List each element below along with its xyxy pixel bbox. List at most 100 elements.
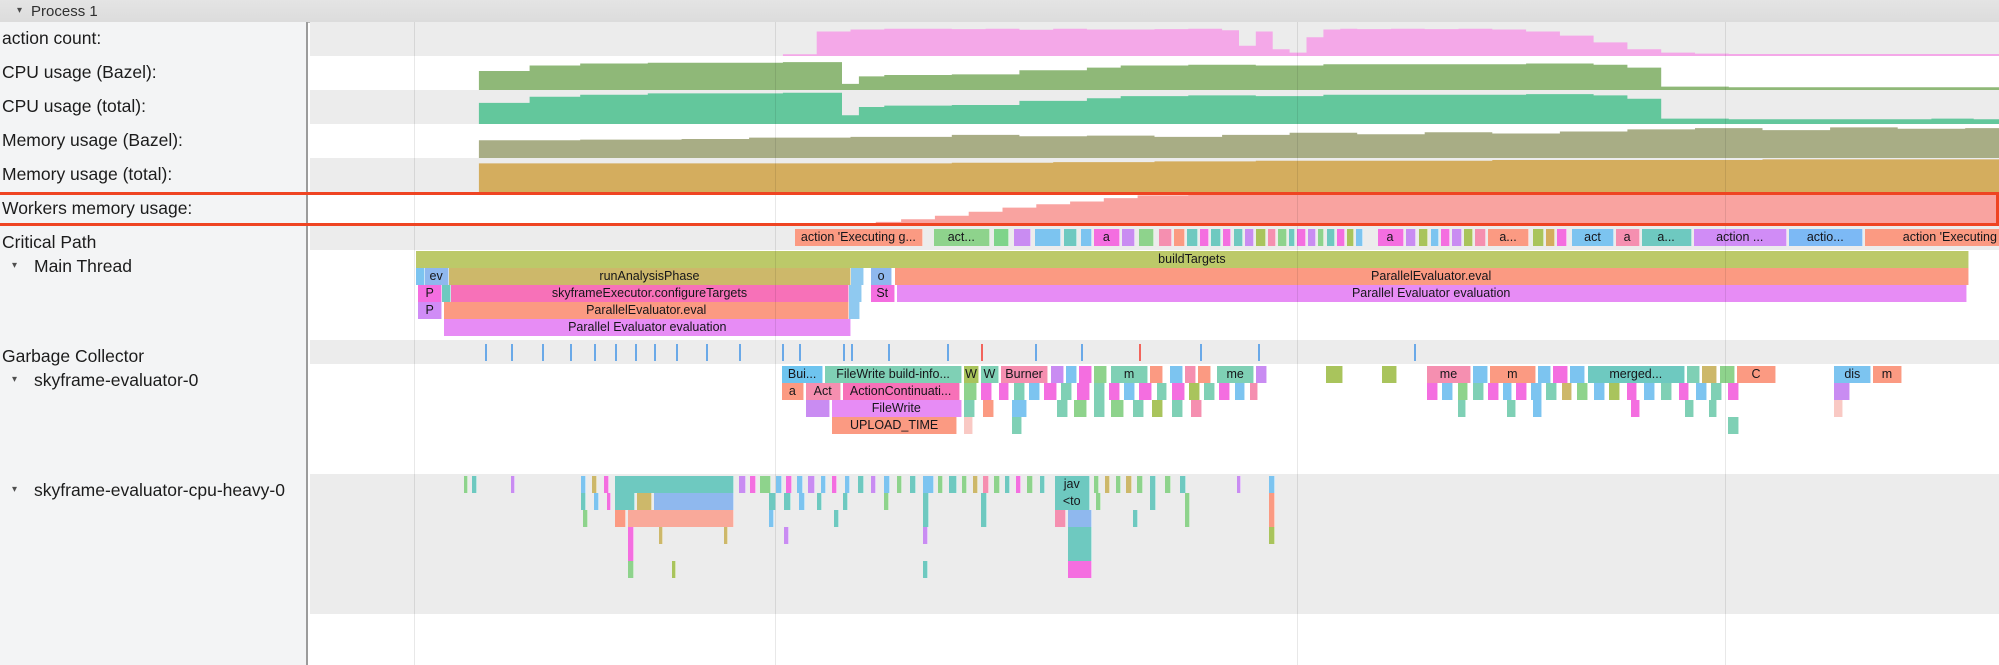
slice[interactable]	[1442, 383, 1454, 400]
track-name-skyframe-evaluator-cpu-heavy-0[interactable]: ▾ skyframe-evaluator-cpu-heavy-0	[0, 474, 308, 614]
slice[interactable]	[981, 493, 987, 510]
main-thread-slice-row-depth-0[interactable]: buildTargets	[310, 251, 1999, 268]
slice[interactable]: m	[1490, 366, 1536, 383]
slice[interactable]	[1269, 476, 1275, 493]
slice[interactable]	[1165, 476, 1171, 493]
slice[interactable]: a	[1615, 229, 1640, 246]
gc-instant-marker[interactable]	[634, 344, 637, 361]
slice[interactable]	[1405, 229, 1417, 246]
timeline-canvas[interactable]: action 'Executing g... act... a a a... act a a.…	[310, 22, 1999, 665]
slice[interactable]	[738, 476, 747, 493]
slice[interactable]	[1067, 544, 1092, 561]
slice[interactable]	[1096, 493, 1102, 510]
slice[interactable]	[1277, 229, 1287, 246]
slice[interactable]	[1325, 366, 1343, 383]
slice[interactable]	[628, 510, 735, 527]
slice[interactable]: act	[1572, 229, 1614, 246]
slice[interactable]	[842, 493, 849, 510]
slice[interactable]	[1507, 400, 1517, 417]
track-name-garbage-collector[interactable]: Garbage Collector	[0, 340, 308, 366]
process-header[interactable]: ▾ Process 1	[0, 0, 1999, 23]
slice[interactable]	[1093, 383, 1105, 400]
track-name-memory-usage-bazel[interactable]: Memory usage (Bazel):	[0, 124, 308, 158]
track-name-main-thread[interactable]: ▾ Main Thread	[0, 250, 308, 340]
chevron-down-icon[interactable]: ▾	[17, 5, 23, 16]
slice[interactable]	[1132, 400, 1144, 417]
slice[interactable]: ParallelEvaluator.eval	[444, 302, 850, 319]
slice[interactable]	[1076, 383, 1090, 400]
slice[interactable]	[922, 476, 934, 493]
slice[interactable]	[1269, 510, 1275, 527]
slice[interactable]	[1531, 383, 1543, 400]
slice[interactable]: action ...	[1693, 229, 1787, 246]
slice[interactable]	[1643, 383, 1655, 400]
slice[interactable]	[922, 510, 930, 527]
slice[interactable]	[784, 493, 791, 510]
slice[interactable]: a	[782, 383, 804, 400]
slice[interactable]	[1457, 383, 1469, 400]
slice[interactable]: a	[1093, 229, 1120, 246]
slice[interactable]	[628, 561, 634, 578]
slice[interactable]	[1152, 400, 1164, 417]
slice[interactable]	[1326, 229, 1336, 246]
gc-instant-marker[interactable]	[615, 344, 618, 361]
slice[interactable]	[615, 493, 635, 510]
gc-instant-marker[interactable]	[782, 344, 785, 361]
slice[interactable]	[1487, 383, 1499, 400]
slice[interactable]	[870, 476, 877, 493]
slice[interactable]: act...	[933, 229, 990, 246]
slice[interactable]	[582, 510, 589, 527]
slice[interactable]	[1728, 417, 1740, 434]
slice[interactable]	[1093, 400, 1105, 417]
slice[interactable]	[1441, 229, 1451, 246]
slice[interactable]	[723, 527, 728, 544]
main-thread-slice-row-depth-1[interactable]: ev runAnalysisPhase o ParallelEvaluator.eva…	[310, 268, 1999, 285]
slice[interactable]: Act	[805, 383, 841, 400]
skyframe-cpu-heavy-slice-row-depth-3[interactable]	[310, 527, 1999, 544]
gc-instant-marker[interactable]	[1080, 344, 1083, 361]
slice[interactable]	[1132, 510, 1139, 527]
track-name-memory-usage-total[interactable]: Memory usage (total):	[0, 158, 308, 192]
slice[interactable]	[1011, 400, 1027, 417]
gc-instant-marker[interactable]	[1199, 344, 1202, 361]
slice[interactable]	[1104, 476, 1111, 493]
slice[interactable]	[994, 229, 1010, 246]
slice[interactable]	[1111, 400, 1125, 417]
gc-instant-marker[interactable]	[888, 344, 891, 361]
slice[interactable]	[1150, 366, 1164, 383]
slice[interactable]	[983, 400, 995, 417]
slice[interactable]	[851, 268, 865, 285]
skyframe-cpu-heavy-slice-row-depth-4[interactable]	[310, 544, 1999, 561]
slice[interactable]	[1197, 366, 1211, 383]
slice[interactable]	[963, 383, 977, 400]
slice[interactable]	[1137, 476, 1143, 493]
slice[interactable]	[615, 510, 627, 527]
slice[interactable]	[1546, 229, 1556, 246]
slice[interactable]	[1381, 366, 1398, 383]
skyframe-evaluator-0-slice-row-depth-3[interactable]: UPLOAD_TIME	[310, 417, 1999, 434]
skyframe-cpu-heavy-slice-row-depth-2[interactable]	[310, 510, 1999, 527]
slice[interactable]: FileWrite	[831, 400, 962, 417]
gc-instant-marker[interactable]	[1258, 344, 1261, 361]
slice[interactable]: dis	[1834, 366, 1872, 383]
gc-instant-marker[interactable]	[1139, 344, 1142, 361]
gc-instant-marker[interactable]	[511, 344, 514, 361]
slice[interactable]	[981, 510, 987, 527]
slice[interactable]	[749, 476, 757, 493]
slice[interactable]	[1249, 383, 1259, 400]
slice[interactable]	[1661, 383, 1672, 400]
slice[interactable]	[849, 302, 860, 319]
slice[interactable]	[799, 493, 805, 510]
main-thread-slice-row-depth-4[interactable]: Parallel Evaluator evaluation	[310, 319, 1999, 336]
slice[interactable]	[1678, 383, 1690, 400]
slice[interactable]	[593, 493, 600, 510]
gc-instant-marker[interactable]	[675, 344, 678, 361]
slice[interactable]	[1150, 476, 1156, 493]
slice[interactable]	[636, 493, 653, 510]
slice[interactable]	[1546, 383, 1558, 400]
slice[interactable]	[1122, 229, 1135, 246]
slice[interactable]: a	[1377, 229, 1404, 246]
slice[interactable]	[1015, 476, 1022, 493]
slice[interactable]: me	[1217, 366, 1255, 383]
slice[interactable]: buildTargets	[416, 251, 1969, 268]
